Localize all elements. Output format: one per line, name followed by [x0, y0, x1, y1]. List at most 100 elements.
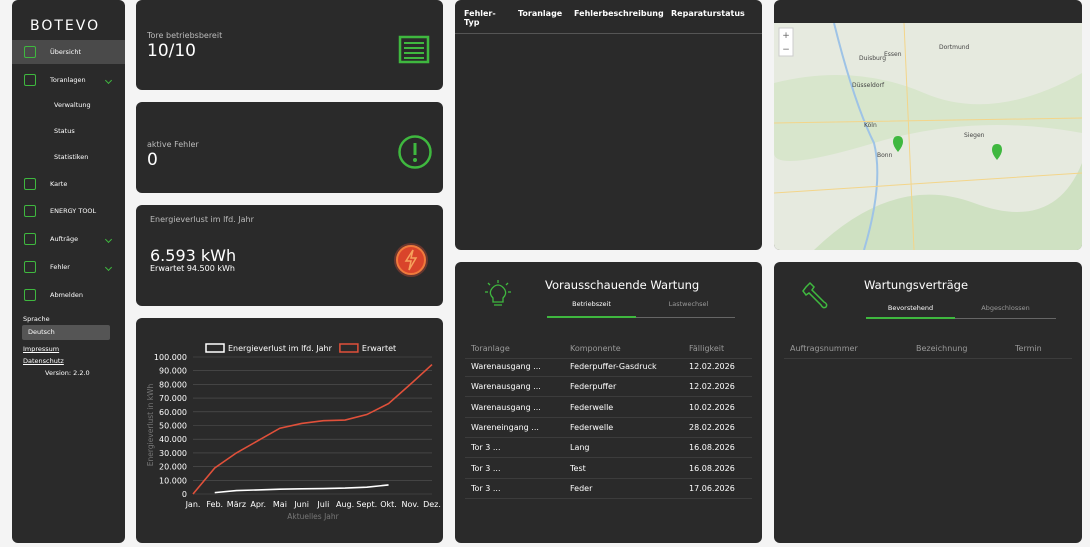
wrench-icon — [802, 281, 828, 309]
nav-item[interactable]: Abmelden — [12, 283, 125, 307]
legend-label: Erwartet — [362, 344, 396, 353]
nav-label: Abmelden — [50, 291, 83, 299]
tab[interactable]: Abgeschlossen — [981, 304, 1030, 312]
map-label: Duisburg — [859, 55, 886, 62]
nav-item[interactable]: Verwaltung — [12, 93, 125, 117]
x-axis-title: Aktuelles Jahr — [287, 512, 339, 521]
energy-card: Energieverlust im lfd. Jahr 6.593 kWh Er… — [136, 205, 443, 306]
table-header: Auftragsnummer — [790, 344, 858, 353]
footer-link[interactable]: Datenschutz — [23, 357, 64, 365]
nav-item[interactable]: Statistiken — [12, 145, 125, 169]
table-row[interactable]: Warenausgang ... Federpuffer-Gasdruck 12.0… — [465, 356, 752, 377]
table-header: Reparaturstatus — [671, 9, 745, 18]
select-value: Deutsch — [28, 328, 55, 336]
gate-icon — [398, 35, 430, 64]
nav-label: Verwaltung — [54, 101, 91, 109]
legend-swatch — [205, 343, 225, 353]
chart: 0 10.000 20.000 30.000 40.000 50.000 60.000 70.… — [146, 343, 441, 521]
table-header: Bezeichnung — [916, 344, 968, 353]
nav-label: Statistiken — [54, 153, 89, 161]
chevron — [104, 76, 113, 84]
table-cell: 17.06.2026 — [689, 483, 735, 493]
table-cell: 12.02.2026 — [689, 362, 735, 371]
card-expected: Erwartet 94.500 kWh — [150, 264, 235, 273]
y-tick-label: 80.000 — [159, 380, 187, 389]
line-series — [214, 484, 389, 494]
legend-swatch — [339, 343, 359, 353]
legend-label: Energieverlust im lfd. Jahr — [228, 344, 333, 353]
table-cell: Tor 3 ... — [471, 463, 501, 473]
tab[interactable]: Lastwechsel — [668, 300, 709, 308]
nav-item[interactable]: Übersicht — [12, 40, 125, 64]
card-label: Tore betriebsbereit — [147, 31, 223, 40]
nav-item[interactable]: Fehler — [12, 255, 125, 279]
language-select[interactable]: Deutsch — [22, 325, 110, 340]
x-tick-label: März — [227, 500, 246, 509]
language-label: Sprache — [23, 315, 50, 323]
x-tick-label: Juni — [293, 500, 309, 509]
nav-icon — [24, 261, 36, 273]
x-tick-label: Okt. — [380, 500, 397, 509]
table-row[interactable]: Wareneingang ... Federwelle 28.02.2026 — [465, 417, 752, 438]
y-tick-label: 50.000 — [159, 422, 187, 431]
table-row[interactable]: Tor 3 ... Lang 16.08.2026 — [465, 437, 752, 459]
nav-item[interactable]: Status — [12, 119, 125, 143]
nav-item[interactable]: Toranlagen — [12, 68, 125, 92]
tab-indicator — [866, 317, 955, 319]
x-tick-label: Apr. — [250, 500, 266, 509]
table-cell: 28.02.2026 — [689, 422, 735, 432]
x-tick-label: Mai — [273, 500, 287, 509]
energy-icon — [394, 243, 428, 277]
error-table-card: Fehler-Typ Toranlage Fehlerbeschreibung … — [455, 0, 762, 250]
table-cell: Tor 3 ... — [471, 483, 501, 493]
nav-icon — [24, 178, 36, 190]
map-label: Essen — [884, 51, 902, 58]
nav-icon — [24, 46, 36, 58]
y-tick-label: 90.000 — [159, 367, 187, 376]
logo: BOTEVO — [30, 18, 101, 34]
card-value: 0 — [147, 150, 158, 170]
table-header: Toranlage — [471, 344, 510, 353]
map-card: + − Dortmund Duisburg Essen Düsseldorf Köln Bo… — [774, 0, 1082, 250]
version: Version: 2.2.0 — [45, 369, 90, 377]
nav-item[interactable]: Karte — [12, 172, 125, 196]
card-value: 10/10 — [147, 41, 196, 61]
chevron — [104, 235, 113, 243]
y-tick-label: 100.000 — [154, 353, 187, 362]
tab-line — [955, 318, 1056, 319]
nav-item[interactable]: Aufträge — [12, 227, 125, 251]
table-cell: Warenausgang ... — [471, 382, 541, 392]
table-row[interactable]: Tor 3 ... Test 16.08.2026 — [465, 458, 752, 479]
y-tick-label: 70.000 — [159, 394, 187, 403]
table-row[interactable]: Warenausgang ... Federpuffer 12.02.2026 — [465, 376, 752, 398]
nav-icon — [24, 233, 36, 245]
gates-card: Tore betriebsbereit 10/10 — [136, 0, 443, 90]
nav-label: ENERGY TOOL — [50, 207, 97, 215]
nav-item[interactable]: ENERGY TOOL — [12, 199, 125, 223]
footer-link[interactable]: Impressum — [23, 345, 60, 353]
contracts-card: Wartungsverträge Bevorstehend Abgeschlos… — [774, 262, 1082, 543]
nav-icon — [24, 205, 36, 217]
x-tick-label: Juli — [316, 500, 329, 509]
table-header: Fälligkeit — [689, 344, 725, 353]
x-tick-label: Aug. — [336, 500, 354, 509]
nav-label: Aufträge — [50, 235, 79, 243]
card-label: aktive Fehler — [147, 140, 199, 149]
nav-label: Fehler — [50, 263, 70, 271]
tab-line — [636, 317, 735, 318]
table-cell: Federpuffer-Gasdruck — [570, 362, 657, 371]
table-cell: 12.02.2026 — [689, 382, 735, 392]
table-row[interactable]: Tor 3 ... Feder 17.06.2026 — [465, 478, 752, 499]
table-cell: Warenausgang ... — [471, 362, 541, 371]
tab[interactable]: Bevorstehend — [887, 304, 934, 312]
alert-icon — [398, 135, 432, 169]
nav-icon — [24, 74, 36, 86]
table-cell: Federwelle — [570, 402, 614, 412]
tab[interactable]: Betriebszeit — [572, 300, 611, 308]
table-cell: 16.08.2026 — [689, 443, 735, 453]
table-cell: 16.08.2026 — [689, 463, 735, 473]
card-value: 6.593 kWh — [150, 246, 237, 265]
table-row[interactable]: Warenausgang ... Federwelle 10.02.2026 — [465, 397, 752, 418]
map-label: Siegen — [964, 132, 985, 139]
